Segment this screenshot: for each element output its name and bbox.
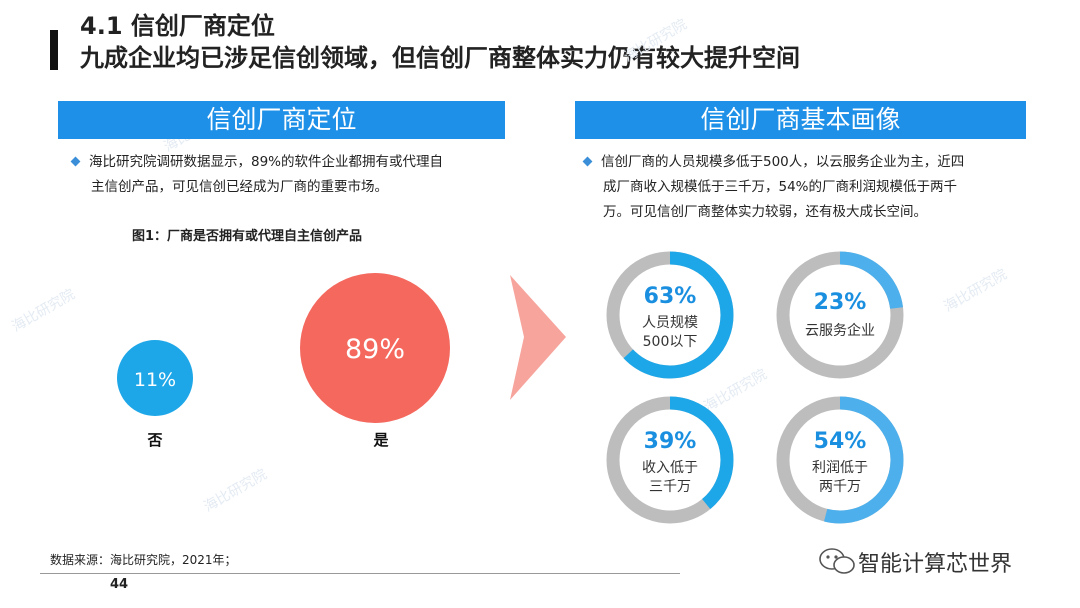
donut-value-label: 39% <box>644 429 697 454</box>
brand-name: 智能计算芯世界 <box>858 552 1013 577</box>
donut-arc <box>606 251 734 379</box>
donut-category-label: 收入低于 <box>642 460 698 476</box>
page-title: 4.1 信创厂商定位 <box>80 12 275 40</box>
donut-category-label: 三千万 <box>649 479 691 495</box>
left-section-banner: 信创厂商定位 <box>58 101 505 139</box>
donut-arc <box>776 251 904 379</box>
data-source: 数据来源：海比研究院，2021年； <box>50 553 237 567</box>
page-number: 44 <box>110 577 129 592</box>
left-paragraph: 海比研究院调研数据显示，89%的软件企业都拥有或代理自 主信创产品，可见信创已经… <box>70 150 510 200</box>
right-paragraph: 信创厂商的人员规模多低于500人，以云服务企业为主，近四 成厂商收入规模低于三千… <box>582 150 1027 225</box>
page-subtitle: 九成企业均已涉足信创领域，但信创厂商整体实力仍有较大提升空间 <box>80 44 800 72</box>
bubble-yes <box>300 273 450 423</box>
wechat-icon <box>819 548 855 574</box>
donut-category-label: 两千万 <box>819 479 861 495</box>
donut-category-label: 500以下 <box>643 334 698 350</box>
bubble-yes-value: 89% <box>345 334 405 365</box>
donut-category-label: 利润低于 <box>812 460 868 476</box>
title-accent-bar <box>50 30 58 70</box>
footer-divider <box>40 573 680 574</box>
figure-title: 图1：厂商是否拥有或代理自主信创产品 <box>132 229 363 244</box>
bubble-chart: 11% 89% 否 是 <box>117 273 450 449</box>
donut-value-label: 63% <box>644 284 697 309</box>
donut-arc <box>776 396 904 524</box>
right-section-banner: 信创厂商基本画像 <box>575 101 1026 139</box>
bullet-diamond-icon <box>70 156 81 166</box>
donut-category-label: 云服务企业 <box>805 322 875 339</box>
bubble-no-value: 11% <box>134 369 176 391</box>
bubble-no <box>117 340 193 416</box>
bubble-yes-category: 是 <box>372 431 389 449</box>
bullet-diamond-icon <box>582 156 593 166</box>
donut-arc <box>606 396 734 524</box>
donut-value-label: 23% <box>814 290 867 315</box>
donut-category-label: 人员规模 <box>642 315 698 331</box>
donut-value-label: 54% <box>814 429 867 454</box>
transition-arrow-icon <box>510 275 566 400</box>
bubble-no-category: 否 <box>146 431 162 449</box>
